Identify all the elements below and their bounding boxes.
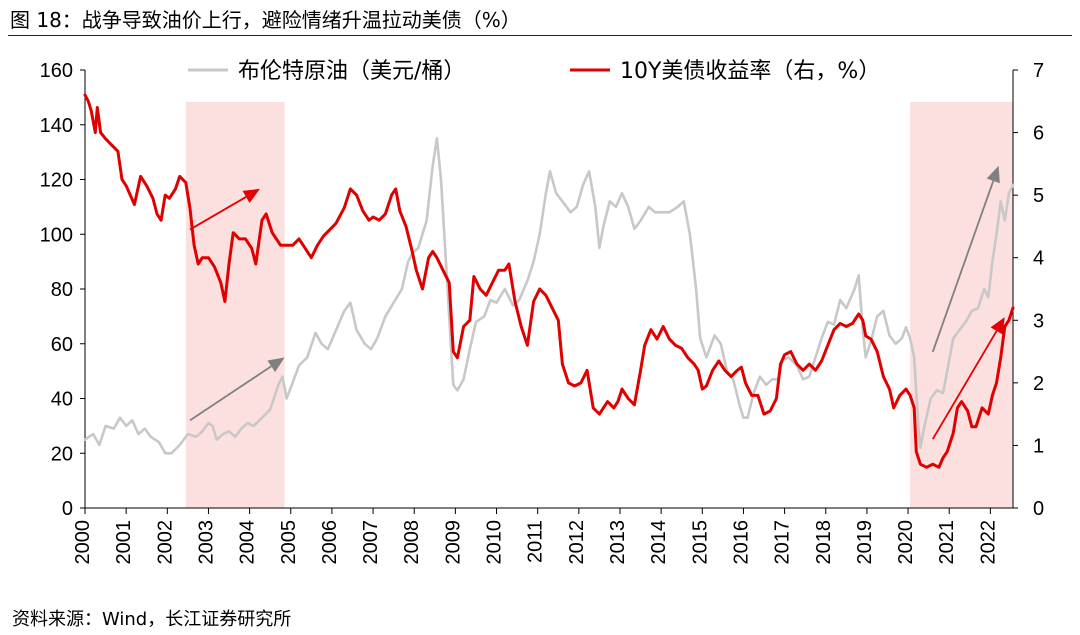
arrow-line-2	[931, 180, 995, 353]
left-tick-label: 120	[40, 170, 73, 192]
left-tick-label: 40	[51, 389, 73, 411]
left-tick-label: 60	[51, 334, 73, 356]
x-tick-label: 2013	[607, 520, 629, 565]
chart-svg: 0 20 40 60 80 100 120 140 160 0 1 2 3 4 5 6 7 2000 2001 200…	[40, 59, 1045, 565]
x-tick-label: 2014	[648, 520, 670, 565]
x-tick-label: 2016	[730, 520, 752, 565]
x-tick-label: 2000	[72, 520, 94, 565]
right-tick-label: 7	[1033, 60, 1044, 82]
series-line-brent	[83, 137, 1015, 455]
x-tick-label: 2001	[113, 520, 135, 565]
x-tick-label: 2005	[278, 520, 300, 565]
x-tick-label: 2007	[360, 520, 382, 565]
arrow-head-2	[986, 165, 1000, 184]
x-tick-label: 2004	[237, 520, 259, 565]
x-tick-label: 2011	[525, 520, 547, 563]
x-tick-label: 2012	[566, 520, 588, 565]
left-tick-label: 100	[40, 224, 73, 246]
arrow-head-0	[242, 188, 260, 203]
left-tick-label: 80	[51, 279, 73, 301]
series-line-ust10y	[83, 93, 1015, 469]
series-lines	[83, 93, 1015, 469]
x-tick-label: 2010	[484, 520, 506, 565]
shaded-region-0	[185, 102, 285, 508]
x-tick-label: 2022	[977, 520, 999, 565]
arrow-line-1	[189, 365, 272, 422]
right-tick-label: 0	[1033, 498, 1044, 520]
x-tick-label: 2003	[195, 520, 217, 565]
right-tick-label: 6	[1033, 123, 1044, 145]
right-tick-label: 4	[1033, 248, 1044, 270]
left-tick-label: 140	[40, 115, 73, 137]
arrow-line-3	[931, 330, 998, 440]
x-tick-label: 2015	[689, 520, 711, 565]
arrow-head-1	[267, 357, 285, 373]
legend-label-ust10y: 10Y美债收益率（右，%）	[620, 59, 880, 84]
x-tick-label: 2019	[854, 520, 876, 565]
right-tick-label: 3	[1033, 310, 1044, 332]
left-tick-label: 20	[51, 443, 73, 465]
arrow-head-3	[990, 317, 1005, 335]
shaded-regions	[185, 102, 1013, 508]
source-note: 资料来源：Wind，长江证券研究所	[12, 609, 292, 630]
title-divider	[8, 35, 1072, 36]
x-tick-label: 2017	[772, 520, 794, 565]
x-tick-label: 2009	[442, 520, 464, 565]
right-tick-label: 5	[1033, 185, 1044, 207]
annotation-arrows	[189, 165, 1005, 440]
arrow-line-0	[189, 196, 247, 231]
left-tick-label: 160	[40, 60, 73, 82]
x-tick-label: 2018	[813, 520, 835, 565]
x-tick-label: 2008	[401, 520, 423, 565]
x-tick-label: 2020	[895, 520, 917, 565]
x-tick-label: 2002	[154, 520, 176, 565]
legend: 布伦特原油（美元/桶） 10Y美债收益率（右，%）	[188, 59, 880, 84]
shaded-region-1	[910, 102, 1013, 508]
x-tick-label: 2006	[319, 520, 341, 565]
axes: 0 20 40 60 80 100 120 140 160 0 1 2 3 4 5 6 7 2000 2001 200…	[40, 60, 1045, 565]
right-tick-label: 1	[1033, 435, 1044, 457]
x-tick-label: 2021	[936, 520, 958, 565]
right-tick-label: 2	[1033, 373, 1044, 395]
left-tick-label: 0	[62, 498, 73, 520]
chart-title: 图 18：战争导致油价上行，避险情绪升温拉动美债（%）	[10, 8, 521, 32]
legend-label-brent: 布伦特原油（美元/桶）	[238, 59, 465, 84]
